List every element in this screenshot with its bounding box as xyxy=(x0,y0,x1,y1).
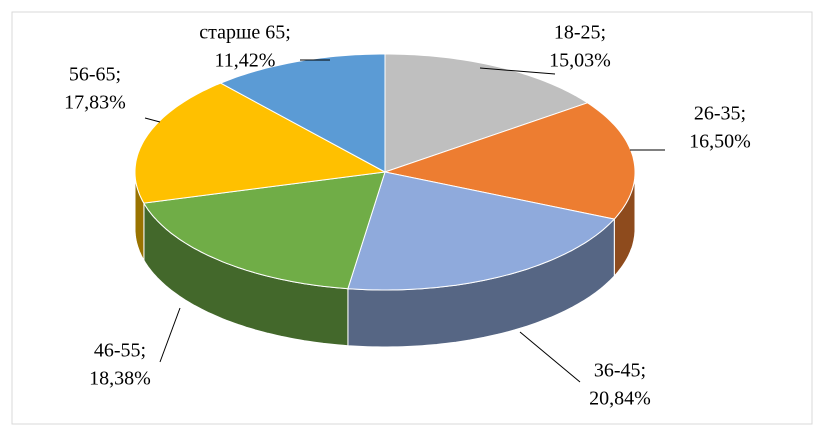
category-label: 18-25; xyxy=(554,22,606,44)
value-label: 17,83% xyxy=(64,92,126,114)
leader-line xyxy=(479,67,556,75)
value-label: 18,38% xyxy=(89,368,151,390)
value-label: 16,50% xyxy=(689,131,751,153)
slice xyxy=(347,171,616,291)
category-label: старше 65; xyxy=(199,22,291,44)
category-label: 56-65; xyxy=(69,64,121,86)
leader-line xyxy=(144,117,161,123)
category-label: 36-45; xyxy=(594,360,646,382)
slice xyxy=(384,53,589,173)
value-label: 11,42% xyxy=(215,50,276,72)
slice xyxy=(143,171,386,290)
category-label: 46-55; xyxy=(94,340,146,362)
slice xyxy=(383,102,636,220)
slice xyxy=(219,53,386,173)
category-label: 26-35; xyxy=(694,103,746,125)
slice xyxy=(134,82,387,204)
leader-line xyxy=(519,331,581,383)
value-label: 20,84% xyxy=(589,388,651,410)
value-label: 15,03% xyxy=(549,50,611,72)
leader-line xyxy=(159,307,181,363)
